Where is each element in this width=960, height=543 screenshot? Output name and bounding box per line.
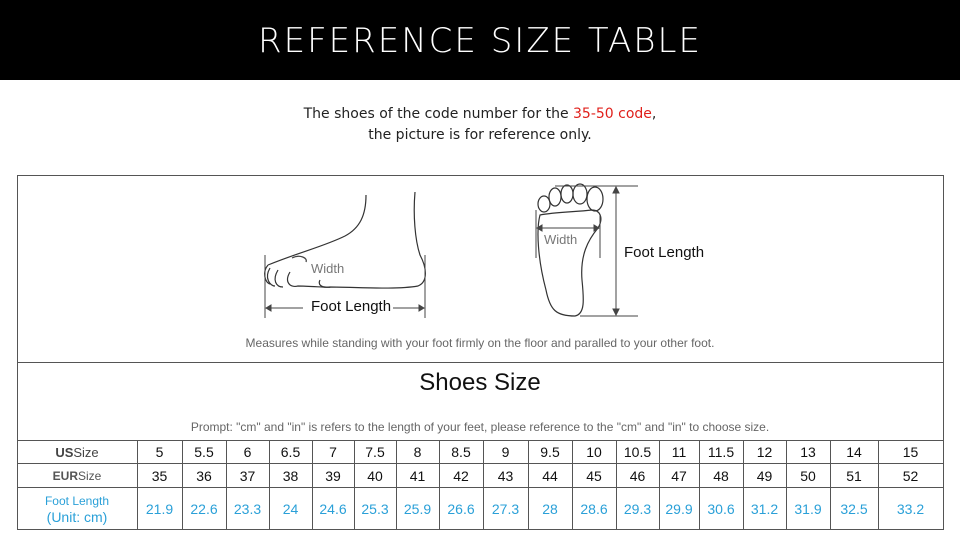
sole-illustration bbox=[537, 183, 604, 317]
foot-length-label-line1: Foot Length bbox=[44, 493, 110, 508]
eur-label-bold: EUR bbox=[52, 468, 78, 483]
eur-size-cell: 41 bbox=[409, 467, 426, 484]
intro-text: The shoes of the code number for the 35-… bbox=[0, 104, 960, 146]
us-size-cell: 9.5 bbox=[540, 444, 560, 460]
eur-size-cell: 49 bbox=[756, 467, 773, 484]
side-foot-illustration bbox=[264, 191, 426, 289]
sole-foot-length-label: Foot Length bbox=[624, 244, 705, 261]
eur-size-cell: 37 bbox=[239, 467, 256, 484]
eur-size-cell: 44 bbox=[542, 467, 558, 484]
foot-length-cell: 32.5 bbox=[840, 500, 868, 517]
size-prompt: Prompt: "cm" and "in" is refers to the l… bbox=[190, 420, 770, 434]
foot-length-cell: 30.6 bbox=[707, 500, 735, 517]
eur-label-rest: Size bbox=[78, 468, 102, 483]
eur-size-cell: 45 bbox=[586, 467, 602, 484]
eur-size-cell: 47 bbox=[671, 467, 687, 484]
us-size-cell: 14 bbox=[846, 444, 862, 460]
us-size-cell: 11.5 bbox=[707, 444, 735, 460]
intro-line1-suffix: , bbox=[651, 106, 657, 122]
foot-length-cell: 21.9 bbox=[145, 500, 174, 517]
eur-size-cell: 48 bbox=[713, 467, 729, 484]
us-size-cell: 5 bbox=[155, 444, 164, 460]
foot-length-cell: 28.6 bbox=[580, 500, 608, 517]
foot-length-unit: (Unit: cm) bbox=[46, 508, 108, 525]
foot-length-cell: 25.3 bbox=[361, 500, 389, 517]
code-range-highlight: 35-50 code bbox=[573, 106, 652, 122]
us-size-cell: 15 bbox=[902, 444, 919, 460]
us-label-rest: Size bbox=[73, 444, 99, 460]
us-size-cell: 7.5 bbox=[365, 444, 385, 460]
us-size-cell: 11 bbox=[671, 444, 687, 460]
foot-length-label: Foot Length (Unit: cm) bbox=[17, 488, 137, 529]
eur-size-cell: 42 bbox=[453, 467, 469, 484]
eur-size-cell: 35 bbox=[151, 467, 168, 484]
foot-length-cell: 24 bbox=[282, 500, 299, 517]
intro-line1: The shoes of the code number for the bbox=[303, 106, 574, 122]
us-size-cell: 6 bbox=[243, 444, 252, 460]
us-size-cell: 10 bbox=[586, 444, 602, 460]
sole-width-label: Width bbox=[544, 232, 578, 247]
eur-size-cell: 50 bbox=[800, 467, 816, 484]
shoes-size-title: Shoes Size bbox=[419, 369, 541, 396]
foot-length-cell: 25.9 bbox=[403, 500, 432, 517]
foot-length-cell: 24.6 bbox=[319, 500, 347, 517]
us-size-cell: 7 bbox=[329, 444, 337, 460]
foot-length-cell: 29.9 bbox=[665, 500, 693, 517]
us-size-label: US Size bbox=[17, 441, 137, 463]
foot-length-cell: 33.2 bbox=[896, 500, 925, 517]
foot-length-cell: 31.9 bbox=[794, 500, 822, 517]
banner-title: REFERENCE SIZE TABLE bbox=[258, 21, 702, 61]
eur-size-cell: 43 bbox=[497, 467, 514, 484]
us-size-cell: 6.5 bbox=[280, 444, 301, 460]
eur-size-cell: 46 bbox=[629, 467, 646, 484]
us-size-cell: 12 bbox=[756, 444, 773, 460]
foot-length-cell: 28 bbox=[542, 500, 558, 517]
us-size-cell: 8 bbox=[413, 444, 422, 460]
foot-length-cell: 31.2 bbox=[750, 500, 779, 517]
foot-length-cell: 26.6 bbox=[447, 500, 475, 517]
us-size-cell: 5.5 bbox=[194, 444, 214, 460]
eur-size-cell: 38 bbox=[282, 467, 299, 484]
measure-caption: Measures while standing with your foot f… bbox=[245, 336, 715, 350]
us-size-cell: 10.5 bbox=[623, 444, 652, 460]
eur-size-cell: 40 bbox=[367, 467, 383, 484]
eur-size-cell: 39 bbox=[325, 467, 341, 484]
intro-line2: the picture is for reference only. bbox=[368, 127, 592, 143]
eur-size-label: EUR Size bbox=[17, 464, 137, 487]
eur-size-cell: 36 bbox=[196, 467, 212, 484]
foot-length-cell: 22.6 bbox=[190, 500, 218, 517]
side-width-label: Width bbox=[311, 261, 345, 276]
us-label-bold: US bbox=[55, 444, 74, 460]
us-size-cell: 8.5 bbox=[451, 444, 471, 460]
page-banner: REFERENCE SIZE TABLE bbox=[0, 0, 960, 80]
foot-length-cell: 29.3 bbox=[623, 500, 652, 517]
us-size-cell: 9 bbox=[501, 444, 510, 460]
eur-size-cell: 52 bbox=[902, 467, 919, 484]
foot-length-cell: 23.3 bbox=[233, 500, 262, 517]
eur-size-cell: 51 bbox=[846, 467, 862, 484]
side-foot-length-label: Foot Length bbox=[311, 298, 392, 315]
foot-length-cell: 27.3 bbox=[491, 500, 520, 517]
us-size-cell: 13 bbox=[800, 444, 816, 460]
